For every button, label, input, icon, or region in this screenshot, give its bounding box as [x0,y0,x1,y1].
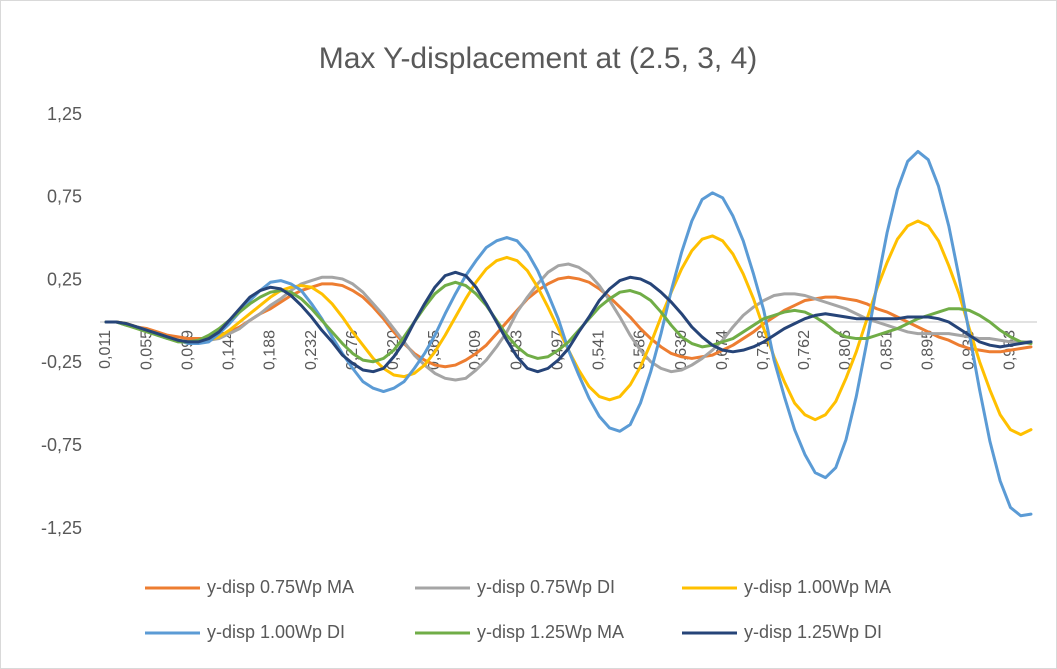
legend-label: y-disp 1.25Wp DI [744,622,882,642]
x-tick-label: 0,055 [138,330,155,370]
y-tick-label: 0,75 [47,187,82,207]
y-tick-label: -0,25 [41,352,82,372]
y-tick-label: 1,25 [47,104,82,124]
series-line [104,280,1033,364]
x-tick-label: 0,144 [221,330,238,370]
y-tick-label: 0,25 [47,269,82,289]
x-tick-label: 0,409 [467,330,484,370]
x-tick-label: 0,541 [591,330,608,370]
y-tick-label: -1,25 [41,518,82,538]
series-line [104,270,1033,374]
chart-title: Max Y-displacement at (2.5, 3, 4) [319,42,758,75]
x-tick-label: 0,188 [262,330,279,370]
x-tick-label: 0,011 [97,330,114,369]
x-tick-label: 0,851 [878,330,895,370]
legend-label: y-disp 1.00Wp MA [744,577,891,597]
x-tick-label: 0,806 [837,330,854,370]
x-tick-label: 0,232 [303,330,320,370]
x-tick-label: 0,099 [179,330,196,370]
legend-label: y-disp 0.75Wp DI [477,577,615,597]
legend-label: y-disp 1.00Wp DI [207,622,345,642]
legend-label: y-disp 1.25Wp MA [477,622,624,642]
x-tick-label: 0,895 [919,330,936,370]
x-tick-label: 0,762 [796,330,813,370]
legend-label: y-disp 0.75Wp MA [207,577,354,597]
series-line [104,262,1033,382]
y-tick-label: -0,75 [41,435,82,455]
